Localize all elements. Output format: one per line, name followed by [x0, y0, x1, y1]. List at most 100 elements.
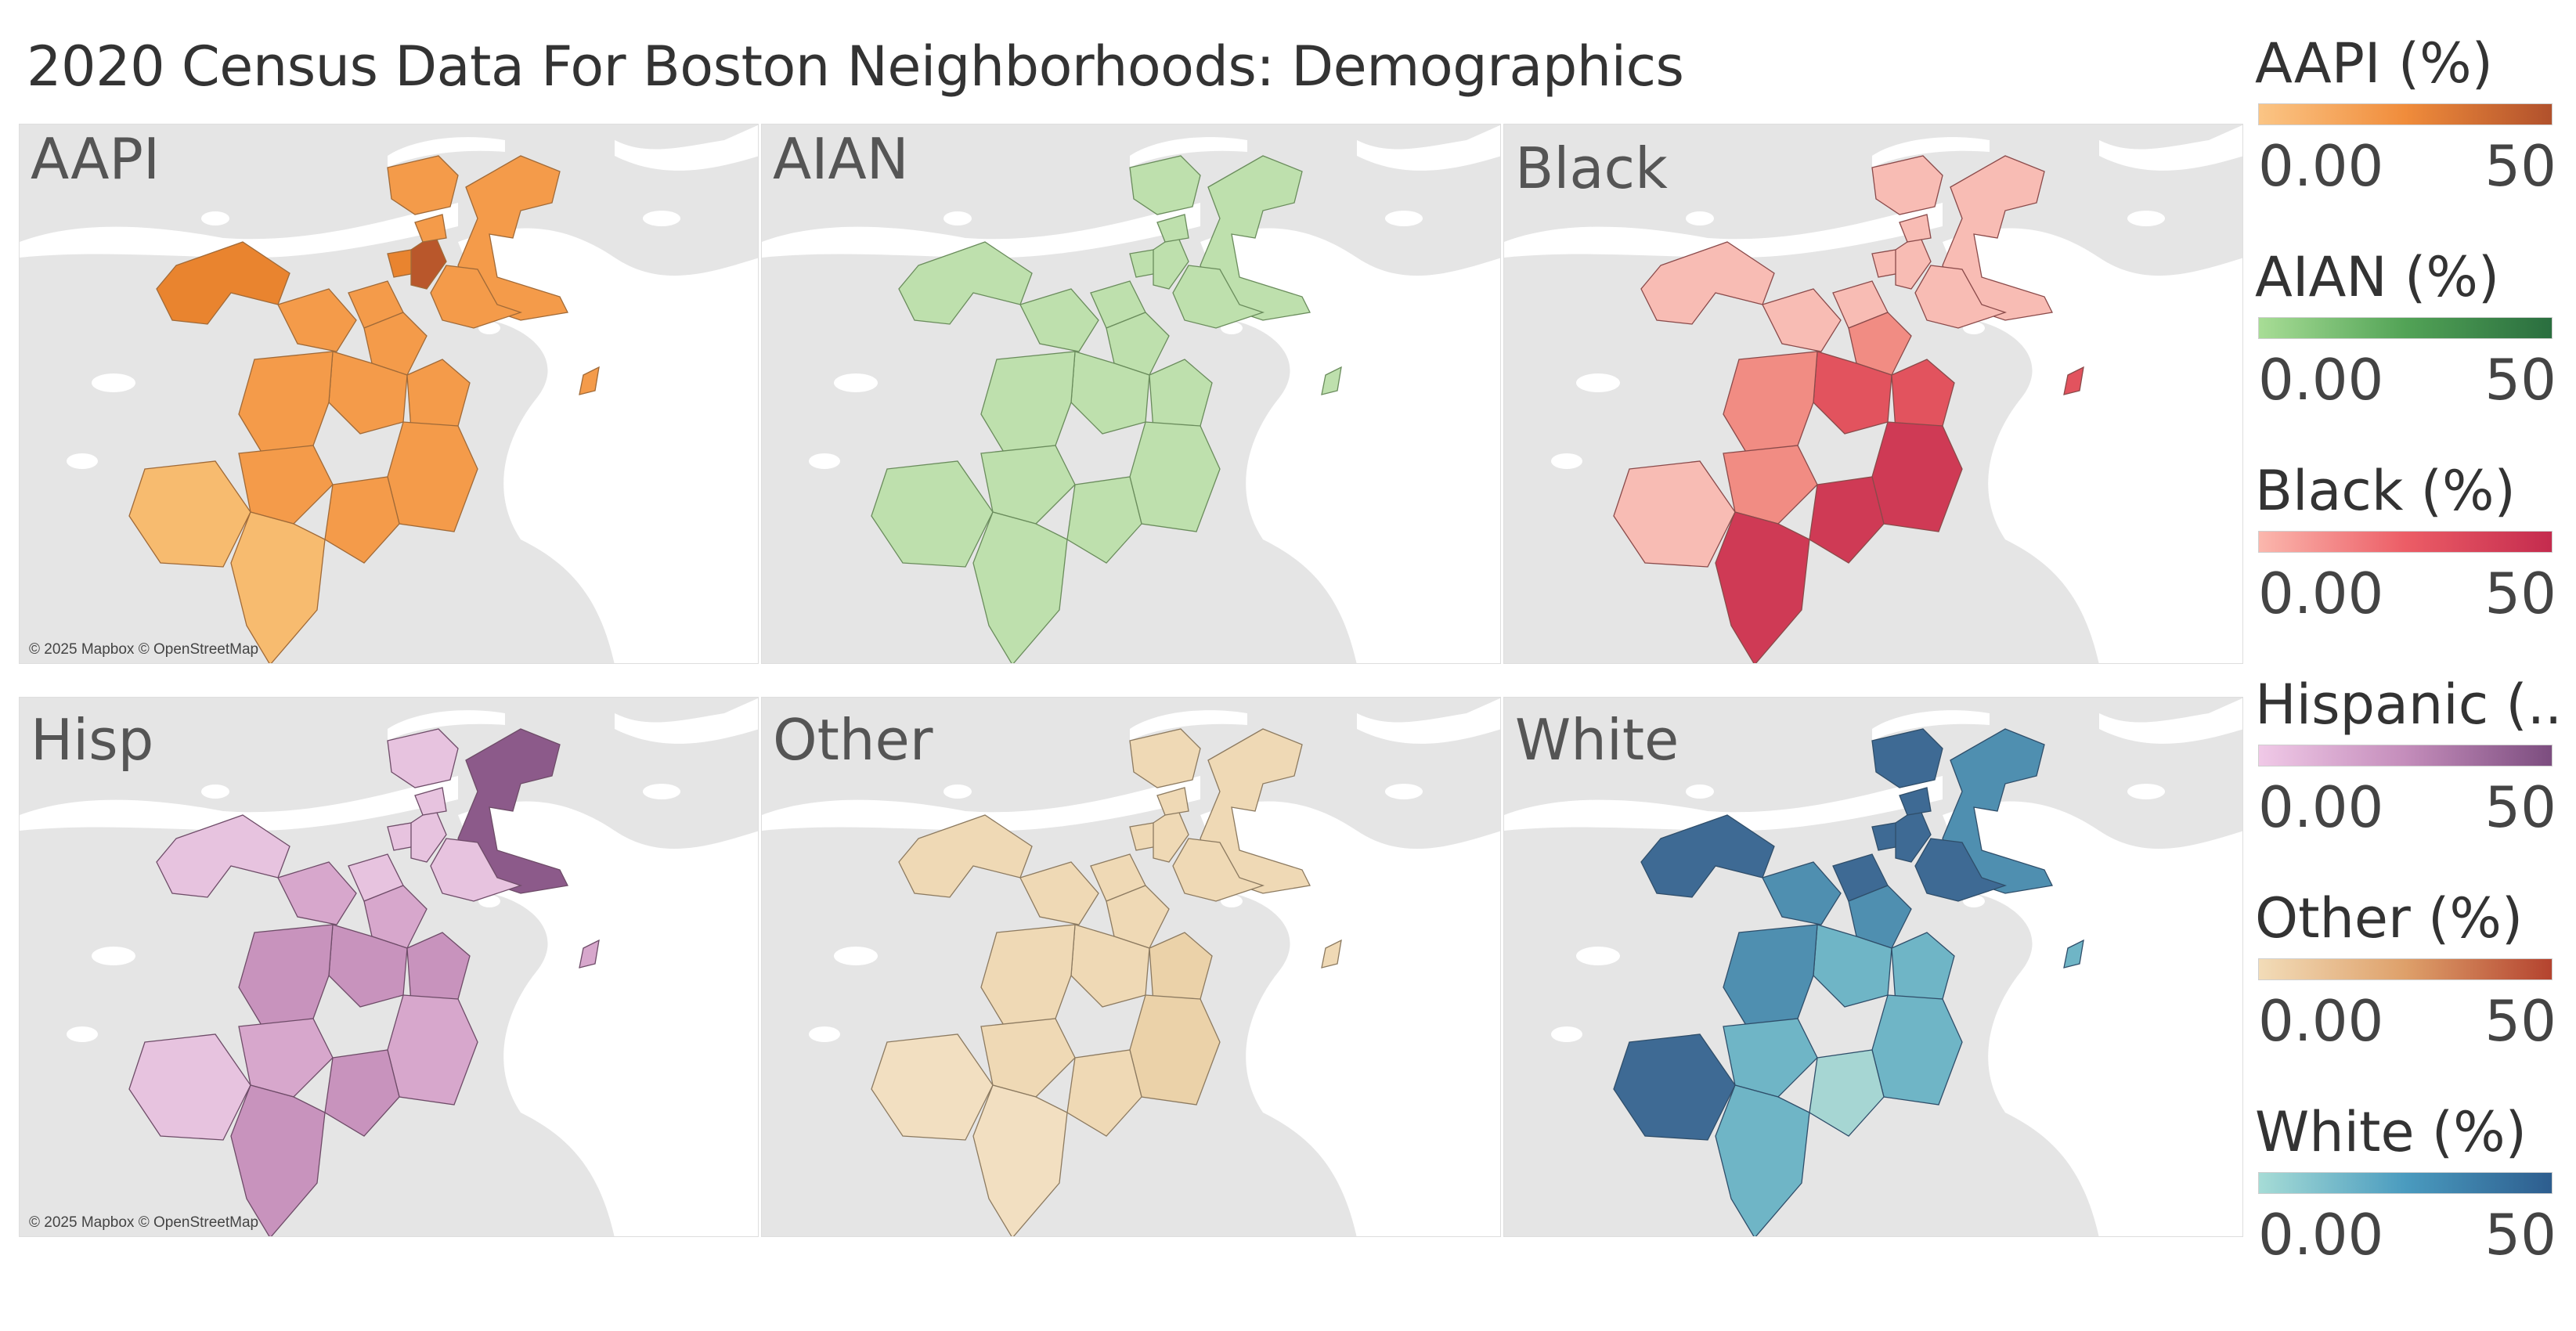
neighborhood-hyde-park[interactable]	[972, 1084, 1068, 1237]
lake	[1385, 784, 1423, 799]
legend-title: White (%)	[2255, 1100, 2527, 1164]
neighborhood-charlestown[interactable]	[1871, 728, 1943, 788]
neighborhood-hyde-park[interactable]	[230, 511, 326, 664]
map-panel-hisp[interactable]: Hisp © 2025 Mapbox © OpenStreetMap	[19, 697, 759, 1237]
neighborhood-north-end[interactable]	[1156, 787, 1189, 816]
map-credit[interactable]: © 2025 Mapbox © OpenStreetMap	[29, 1214, 259, 1231]
water-body	[1872, 710, 1990, 741]
neighborhood-south-boston[interactable]	[1172, 265, 1265, 329]
neighborhood-fenway[interactable]	[1019, 288, 1099, 352]
neighborhood-mattapan[interactable]	[324, 476, 400, 564]
neighborhood-mattapan[interactable]	[1809, 476, 1885, 564]
neighborhood-north-end[interactable]	[414, 787, 447, 816]
map-canvas[interactable]	[762, 698, 1501, 1237]
neighborhood-south-end[interactable]	[1848, 885, 1912, 949]
neighborhood-dorchester-n[interactable]	[1891, 359, 1955, 431]
map-canvas[interactable]	[20, 124, 759, 664]
map-panel-other[interactable]: Other	[761, 697, 1501, 1237]
map-panel-white[interactable]: White	[1503, 697, 2243, 1237]
map-canvas[interactable]	[1504, 698, 2243, 1237]
neighborhood-west-roxbury[interactable]	[128, 1033, 251, 1141]
lake	[643, 211, 680, 226]
neighborhood-south-boston[interactable]	[1914, 838, 2008, 902]
neighborhood-west-roxbury[interactable]	[1613, 1033, 1736, 1141]
neighborhood-fenway[interactable]	[1019, 861, 1099, 925]
neighborhood-harbor-island[interactable]	[579, 939, 600, 968]
neighborhood-dorchester-n[interactable]	[1149, 359, 1213, 431]
neighborhood-harbor-island[interactable]	[1321, 939, 1342, 968]
neighborhood-hyde-park[interactable]	[972, 511, 1068, 664]
neighborhood-north-end[interactable]	[1899, 787, 1932, 816]
water-body	[1943, 228, 2242, 663]
neighborhood-allston-brighton[interactable]	[898, 241, 1033, 325]
neighborhood-south-boston[interactable]	[430, 838, 523, 902]
neighborhood-charlestown[interactable]	[387, 155, 459, 215]
neighborhood-roslindale[interactable]	[1723, 445, 1818, 525]
neighborhood-hyde-park[interactable]	[1715, 511, 1810, 664]
neighborhood-harbor-island[interactable]	[2063, 939, 2084, 968]
neighborhood-west-roxbury[interactable]	[1613, 460, 1736, 568]
neighborhood-south-end[interactable]	[363, 885, 428, 949]
neighborhood-fenway[interactable]	[1762, 288, 1842, 352]
neighborhood-dorchester-n[interactable]	[1891, 932, 1955, 1004]
neighborhood-hyde-park[interactable]	[1715, 1084, 1810, 1237]
neighborhood-south-end[interactable]	[1848, 312, 1912, 376]
neighborhood-mattapan[interactable]	[324, 1049, 400, 1137]
neighborhood-harbor-island[interactable]	[579, 366, 600, 395]
neighborhood-allston-brighton[interactable]	[156, 241, 290, 325]
legend-max-value: 50	[2484, 988, 2556, 1054]
map-canvas[interactable]	[1504, 124, 2243, 664]
map-canvas[interactable]	[20, 698, 759, 1237]
neighborhood-harbor-island[interactable]	[2063, 366, 2084, 395]
neighborhood-roslindale[interactable]	[980, 445, 1076, 525]
neighborhood-charlestown[interactable]	[1871, 155, 1943, 215]
map-panel-aian[interactable]: AIAN	[761, 124, 1501, 664]
neighborhood-dorchester-n[interactable]	[406, 359, 471, 431]
lake	[809, 1026, 840, 1042]
neighborhood-west-roxbury[interactable]	[871, 460, 994, 568]
legend-max-value: 50	[2484, 133, 2556, 199]
neighborhood-fenway[interactable]	[277, 288, 357, 352]
neighborhood-mattapan[interactable]	[1809, 1049, 1885, 1137]
map-panel-black[interactable]: Black	[1503, 124, 2243, 664]
neighborhood-south-end[interactable]	[363, 312, 428, 376]
neighborhood-fenway[interactable]	[277, 861, 357, 925]
neighborhood-south-boston[interactable]	[430, 265, 523, 329]
neighborhood-allston-brighton[interactable]	[1640, 241, 1775, 325]
neighborhood-roslindale[interactable]	[1723, 1018, 1818, 1098]
neighborhood-allston-brighton[interactable]	[156, 814, 290, 898]
water-body	[20, 776, 458, 831]
neighborhood-south-end[interactable]	[1106, 885, 1170, 949]
neighborhood-charlestown[interactable]	[387, 728, 459, 788]
neighborhood-charlestown[interactable]	[1129, 728, 1201, 788]
neighborhood-charlestown[interactable]	[1129, 155, 1201, 215]
lake	[201, 211, 229, 225]
lake	[1423, 322, 1448, 334]
water-body	[2099, 124, 2242, 171]
neighborhood-north-end[interactable]	[414, 214, 447, 243]
neighborhood-roslindale[interactable]	[980, 1018, 1076, 1098]
neighborhood-dorchester-n[interactable]	[1149, 932, 1213, 1004]
panel-label: Hisp	[31, 707, 154, 773]
neighborhood-hyde-park[interactable]	[230, 1084, 326, 1237]
neighborhood-allston-brighton[interactable]	[1640, 814, 1775, 898]
neighborhood-dorchester-n[interactable]	[406, 932, 471, 1004]
neighborhood-north-end[interactable]	[1899, 214, 1932, 243]
neighborhood-allston-brighton[interactable]	[898, 814, 1033, 898]
neighborhood-fenway[interactable]	[1762, 861, 1842, 925]
lake	[1423, 895, 1448, 907]
neighborhood-mattapan[interactable]	[1066, 1049, 1142, 1137]
neighborhood-roslindale[interactable]	[238, 445, 334, 525]
neighborhood-mattapan[interactable]	[1066, 476, 1142, 564]
neighborhood-south-boston[interactable]	[1914, 265, 2008, 329]
map-canvas[interactable]	[762, 124, 1501, 664]
neighborhood-south-boston[interactable]	[1172, 838, 1265, 902]
neighborhood-west-roxbury[interactable]	[871, 1033, 994, 1141]
neighborhood-roslindale[interactable]	[238, 1018, 334, 1098]
map-panel-aapi[interactable]: AAPI © 2025 Mapbox © OpenStreetMap	[19, 124, 759, 664]
neighborhood-west-roxbury[interactable]	[128, 460, 251, 568]
neighborhood-north-end[interactable]	[1156, 214, 1189, 243]
neighborhood-harbor-island[interactable]	[1321, 366, 1342, 395]
map-credit[interactable]: © 2025 Mapbox © OpenStreetMap	[29, 641, 259, 658]
neighborhood-south-end[interactable]	[1106, 312, 1170, 376]
